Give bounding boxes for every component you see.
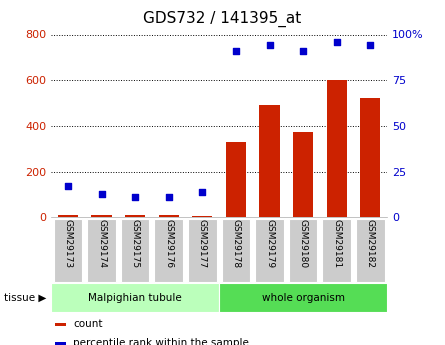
Bar: [226, 142, 246, 217]
Point: [299, 48, 307, 54]
Bar: [293, 132, 313, 217]
Bar: [255, 219, 284, 282]
Bar: [54, 219, 82, 282]
Bar: [259, 105, 279, 217]
Text: tissue ▶: tissue ▶: [4, 293, 47, 303]
Bar: [222, 219, 250, 282]
Bar: [327, 80, 347, 217]
Bar: [323, 219, 351, 282]
Bar: [159, 215, 179, 217]
Text: GSM29176: GSM29176: [164, 219, 173, 268]
Bar: [51, 283, 219, 312]
Text: GSM29179: GSM29179: [265, 219, 274, 268]
Point: [98, 191, 105, 196]
Bar: [87, 219, 116, 282]
Point: [367, 43, 374, 48]
Text: GDS732 / 141395_at: GDS732 / 141395_at: [143, 10, 302, 27]
Text: GSM29177: GSM29177: [198, 219, 207, 268]
Bar: [356, 219, 384, 282]
Text: GSM29173: GSM29173: [64, 219, 73, 268]
Bar: [154, 219, 183, 282]
Text: whole organism: whole organism: [262, 293, 345, 303]
Text: Malpighian tubule: Malpighian tubule: [88, 293, 182, 303]
Text: GSM29174: GSM29174: [97, 219, 106, 268]
Bar: [58, 215, 78, 217]
Point: [232, 48, 239, 54]
Text: count: count: [73, 319, 102, 329]
Bar: [192, 216, 212, 217]
Text: GSM29180: GSM29180: [299, 219, 307, 268]
Text: GSM29181: GSM29181: [332, 219, 341, 268]
Text: GSM29175: GSM29175: [131, 219, 140, 268]
Text: GSM29178: GSM29178: [231, 219, 240, 268]
Point: [132, 195, 139, 200]
Bar: [92, 215, 112, 217]
Bar: [121, 219, 150, 282]
Point: [165, 195, 172, 200]
Point: [333, 39, 340, 45]
Text: GSM29182: GSM29182: [366, 219, 375, 268]
Bar: [125, 215, 145, 217]
Point: [199, 189, 206, 195]
Bar: [289, 219, 317, 282]
Bar: [55, 342, 66, 345]
Bar: [219, 283, 387, 312]
Bar: [188, 219, 217, 282]
Bar: [55, 323, 66, 326]
Point: [266, 43, 273, 48]
Text: percentile rank within the sample: percentile rank within the sample: [73, 338, 249, 345]
Point: [65, 184, 72, 189]
Bar: [360, 99, 380, 217]
